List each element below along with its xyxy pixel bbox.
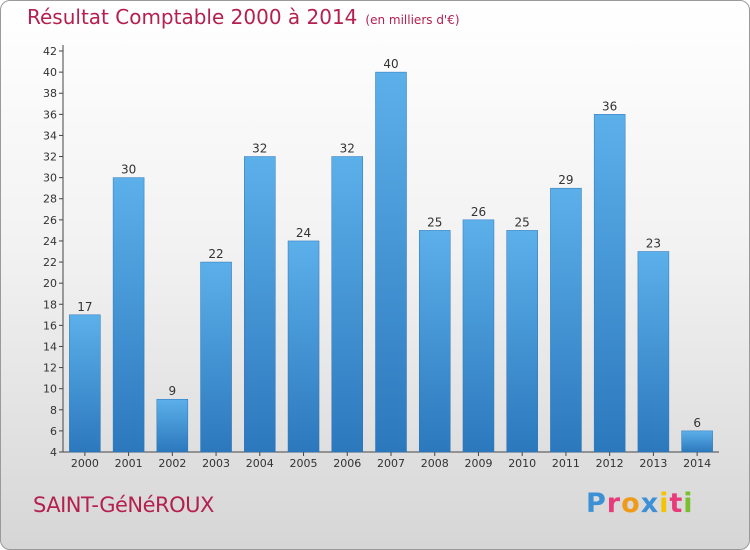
data-label: 24: [296, 226, 311, 240]
data-label: 17: [77, 300, 92, 314]
y-tick-label: 32: [43, 151, 57, 164]
y-tick-label: 24: [43, 235, 57, 248]
y-tick-label: 16: [43, 319, 57, 332]
data-label: 32: [252, 142, 267, 156]
bar: [418, 230, 451, 453]
x-tick-label: 2013: [639, 457, 667, 470]
y-tick-label: 20: [43, 277, 57, 290]
x-tick-label: 2005: [290, 457, 318, 470]
bar: [244, 156, 276, 453]
data-label: 23: [646, 237, 661, 251]
data-label: 30: [121, 163, 136, 177]
y-tick-label: 18: [43, 298, 57, 311]
x-tick-label: 2003: [202, 457, 230, 470]
chart-unit: (en milliers d'€): [365, 13, 460, 27]
chart-title: Résultat Comptable 2000 à 2014 (en millie…: [27, 5, 460, 29]
y-tick-label: 6: [50, 425, 57, 438]
data-label: 32: [340, 142, 355, 156]
chart-bars: 17 30 9 22 32 24 32 40 25 26 25 29 36 23 6: [69, 57, 713, 453]
bar: [69, 314, 101, 453]
logo-letter: r: [606, 488, 622, 519]
bar: [375, 71, 407, 453]
y-tick-label: 28: [43, 193, 57, 206]
chart-title-text: Résultat Comptable 2000 à 2014: [27, 5, 358, 29]
y-tick-label: 38: [43, 87, 57, 100]
x-tick-label: 2011: [552, 457, 580, 470]
y-tick-label: 4: [50, 446, 57, 459]
y-tick-label: 12: [43, 362, 57, 375]
bar: [550, 187, 582, 453]
x-tick-label: 2002: [158, 457, 186, 470]
y-tick-label: 14: [43, 340, 57, 353]
data-label: 36: [602, 99, 617, 113]
logo-letter: i: [659, 488, 670, 519]
data-label: 29: [558, 173, 573, 187]
y-tick-label: 22: [43, 256, 57, 269]
data-label: 6: [693, 416, 701, 430]
y-tick-label: 40: [43, 66, 57, 79]
y-tick-label: 36: [43, 108, 57, 121]
x-tick-label: 2010: [508, 457, 536, 470]
bar: [156, 398, 189, 453]
x-tick-label: 2012: [596, 457, 624, 470]
y-tick-label: 34: [43, 129, 57, 142]
x-tick-label: 2006: [333, 457, 361, 470]
logo-letter: t: [669, 488, 684, 519]
x-tick-label: 2008: [421, 457, 449, 470]
logo-letter: o: [621, 488, 641, 519]
bar: [200, 261, 232, 453]
bar: [331, 156, 364, 453]
y-tick-label: 26: [43, 214, 57, 227]
proxiti-logo: Proxiti: [586, 488, 694, 519]
bar: [462, 219, 495, 453]
x-tick-label: 2009: [464, 457, 492, 470]
y-tick-label: 42: [43, 45, 57, 58]
y-tick-label: 10: [43, 383, 57, 396]
logo-letter: i: [683, 488, 694, 519]
bar: [593, 114, 626, 453]
y-tick-label: 30: [43, 172, 57, 185]
y-tick-label: 8: [50, 404, 57, 417]
bar: [506, 230, 538, 453]
data-label: 26: [471, 205, 486, 219]
logo-letter: x: [640, 488, 660, 519]
data-label: 22: [208, 247, 223, 261]
data-label: 9: [169, 384, 177, 398]
bar: [287, 240, 320, 453]
x-tick-label: 2004: [246, 457, 274, 470]
x-tick-label: 2014: [683, 457, 711, 470]
data-label: 40: [383, 57, 398, 71]
commune-name: SAINT-GéNéROUX: [33, 493, 214, 517]
bar: [681, 430, 713, 453]
x-tick-label: 2001: [115, 457, 143, 470]
bar: [112, 177, 145, 453]
logo-letter: P: [586, 488, 607, 519]
x-tick-label: 2007: [377, 457, 405, 470]
chart-axes: 4 6 8 10 12 14 16 18 20 22 24 26 28 30 32 34 36 38 40 42 200…: [43, 45, 719, 470]
data-label: 25: [427, 215, 442, 229]
bar: [637, 251, 670, 453]
x-tick-label: 2000: [71, 457, 99, 470]
data-label: 25: [515, 215, 530, 229]
